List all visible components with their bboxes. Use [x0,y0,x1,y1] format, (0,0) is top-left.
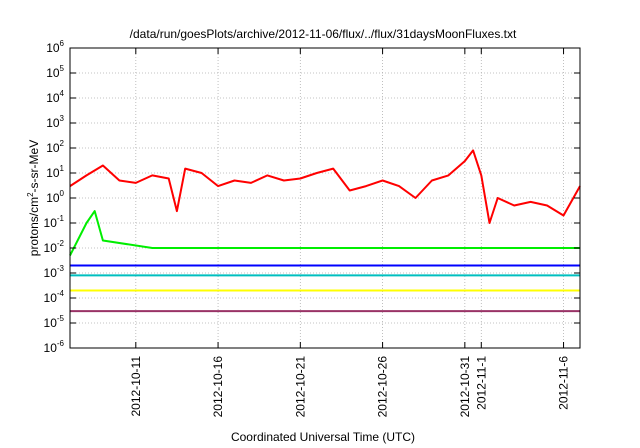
y-tick-label: 103 [46,114,64,130]
chart-title: /data/run/goesPlots/archive/2012-11-06/f… [130,27,517,41]
y-tick-label: 106 [46,39,64,55]
x-tick-label: 2012-10-26 [376,356,390,418]
y-tick-label: 10-4 [44,289,65,305]
x-tick-label: 2012-10-31 [458,356,472,418]
y-axis-title: protons/cm2-s-sr-MeV [26,140,41,256]
y-tick-label: 100 [46,189,64,205]
series-lines [69,149,581,313]
y-tick-label: 101 [46,164,64,180]
series-line-2 [69,210,580,256]
y-axis-ticks: 10-6 10-5 10-4 10-3 10-2 10-1 100 101 102 103 104 1… [44,39,580,355]
grid-lines [70,48,580,348]
x-tick-label: 2012-10-11 [129,356,143,417]
y-tick-label: 10-3 [44,264,65,280]
x-axis-title: Coordinated Universal Time (UTC) [231,430,415,444]
x-tick-label: 2012-10-21 [293,356,307,418]
y-tick-label: 10-6 [44,339,65,355]
y-tick-label: 105 [46,64,64,80]
y-tick-label: 104 [46,89,64,105]
y-tick-label: 102 [46,139,64,155]
x-axis-ticks: 2012-10-11 2012-10-16 2012-10-21 2012-10-26… [129,48,571,417]
y-tick-label: 10-5 [44,314,65,330]
series-line-1 [69,149,581,224]
x-tick-label: 2012-11-1 [474,356,488,410]
y-tick-label: 10-2 [44,239,65,255]
x-tick-label: 2012-11-6 [557,356,571,410]
y-tick-label: 10-1 [44,214,65,230]
x-tick-label: 2012-10-16 [211,356,225,418]
